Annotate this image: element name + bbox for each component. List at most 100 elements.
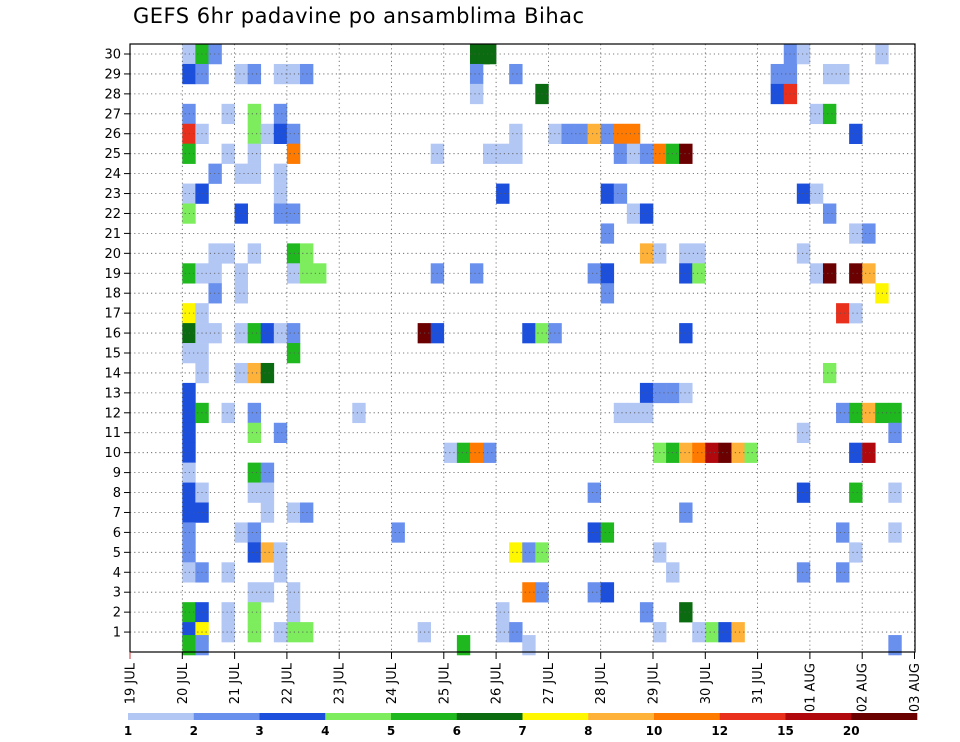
heatmap-cell	[456, 635, 471, 656]
heatmap-cell	[600, 183, 615, 204]
heatmap-cell	[273, 103, 288, 125]
x-tick-label: 29 JUL	[647, 662, 662, 704]
colorbar-label: 5	[387, 724, 395, 738]
heatmap-cell	[600, 582, 615, 603]
heatmap-cell	[862, 402, 876, 424]
heatmap-cell	[705, 622, 719, 643]
heatmap-cell	[679, 382, 693, 404]
x-tick-label: 30 JUL	[699, 662, 714, 704]
x-tick-label: 26 JUL	[490, 662, 505, 704]
y-tick-label: 7	[113, 506, 121, 521]
heatmap-cell	[496, 183, 510, 204]
heatmap-cell	[483, 442, 497, 463]
heatmap-cell	[626, 203, 641, 224]
heatmap-cell	[836, 522, 850, 543]
plot-frame	[129, 43, 916, 653]
heatmap-cell	[626, 143, 641, 164]
colorbar-label: 1	[124, 724, 132, 738]
heatmap-cell	[469, 442, 484, 463]
heatmap-cell	[679, 502, 693, 523]
heatmap-cell	[273, 323, 288, 344]
heatmap-cell	[247, 323, 262, 344]
heatmap-cell	[456, 442, 471, 463]
heatmap-cell	[247, 582, 262, 603]
heatmap-cell	[496, 143, 510, 164]
heatmap-cell	[286, 263, 301, 284]
colorbar-label: 2	[190, 724, 198, 738]
heatmap-cell	[679, 442, 693, 463]
x-tick-label: 19 JUL	[124, 662, 139, 704]
heatmap-cell	[469, 263, 484, 284]
heatmap-cell	[286, 123, 301, 144]
x-tick-label: 27 JUL	[542, 662, 557, 704]
heatmap-cell	[182, 635, 196, 656]
heatmap-cell	[796, 422, 811, 443]
colorbar-label: 4	[321, 724, 329, 738]
y-tick-label: 6	[113, 526, 121, 541]
heatmap-cell	[600, 263, 615, 284]
heatmap-cell	[273, 203, 288, 224]
heatmap-cell	[862, 263, 876, 284]
heatmap-cell	[587, 582, 602, 603]
heatmap-cells	[182, 44, 902, 656]
heatmap-cell	[260, 542, 275, 563]
heatmap-cell	[613, 123, 628, 144]
heatmap-cell	[260, 123, 275, 144]
y-tick-label: 15	[104, 347, 121, 362]
heatmap-cell	[234, 323, 248, 344]
y-tick-label: 2	[113, 606, 121, 621]
heatmap-cell	[600, 522, 615, 543]
heatmap-cell	[522, 635, 536, 656]
colorbar-swatch	[719, 713, 786, 720]
heatmap-cell	[613, 183, 628, 204]
heatmap-cell	[260, 462, 275, 483]
heatmap-cell	[679, 602, 693, 623]
y-tick-label: 11	[104, 426, 121, 441]
heatmap-cell	[509, 542, 523, 563]
colorbar-label: 10	[646, 724, 663, 738]
heatmap-cell	[587, 482, 602, 503]
heatmap-cell	[679, 143, 693, 164]
heatmap-cell	[247, 362, 262, 384]
x-tick-label: 03 AUG	[908, 663, 923, 712]
heatmap-cell	[234, 203, 248, 224]
heatmap-cell	[273, 622, 288, 643]
colorbar-label: 20	[843, 724, 860, 738]
heatmap-cell	[692, 622, 706, 643]
heatmap-cell	[692, 442, 706, 463]
heatmap-cell	[247, 462, 262, 483]
heatmap-cell	[247, 163, 262, 184]
x-axis-ticks: 19 JUL 20 JUL 21 JUL 22 JUL 23 JUL 24 JUL 25 J…	[124, 652, 923, 712]
heatmap-cell	[260, 502, 275, 523]
heatmap-cell	[469, 83, 484, 105]
y-tick-label: 19	[104, 267, 121, 282]
y-tick-label: 17	[104, 307, 121, 322]
heatmap-cell	[822, 63, 837, 85]
colorbar-swatch	[193, 713, 260, 720]
heatmap-cell	[796, 243, 811, 264]
y-tick-label: 3	[113, 586, 121, 601]
heatmap-cell	[234, 63, 248, 85]
heatmap-cell	[273, 163, 288, 184]
heatmap-cell	[600, 123, 615, 144]
heatmap-cell	[796, 44, 811, 65]
y-tick-label: 5	[113, 546, 121, 561]
heatmap-cell	[849, 402, 863, 424]
colorbar-swatch	[785, 713, 852, 720]
heatmap-cell	[822, 362, 837, 384]
colorbar-swatch	[654, 713, 721, 720]
heatmap-cell	[286, 582, 301, 603]
heatmap-cell	[221, 402, 235, 424]
x-tick-label: 20 JUL	[176, 662, 191, 704]
heatmap-cell	[221, 103, 235, 125]
heatmap-cell	[679, 263, 693, 284]
heatmap-cell	[247, 422, 262, 443]
y-tick-label: 28	[104, 87, 121, 102]
y-tick-label: 30	[104, 48, 121, 63]
y-tick-label: 13	[104, 386, 121, 401]
heatmap-cell	[587, 123, 602, 144]
heatmap-cell	[822, 103, 837, 125]
heatmap-cell	[286, 323, 301, 344]
heatmap-cell	[483, 44, 497, 65]
